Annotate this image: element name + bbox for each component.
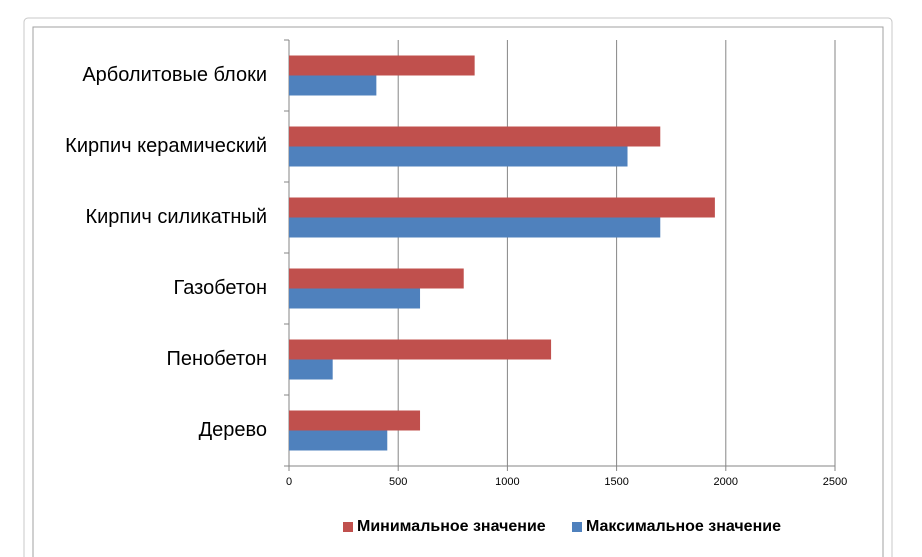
bar [289,217,661,238]
frame-outer [23,17,893,557]
frame-inner [32,26,884,557]
y-tick-label: Кирпич керамический [65,135,267,157]
bar [289,75,377,96]
bar [289,126,661,147]
bar [289,339,552,360]
x-tick-label: 0 [286,476,292,488]
y-tick-label: Арболитовые блоки [82,64,267,86]
x-tick-label: 2000 [714,476,738,488]
legend-label: Минимальное значение [357,518,546,535]
bar [289,359,333,380]
x-tick-label: 500 [389,476,407,488]
y-tick-label: Дерево [199,419,267,441]
x-tick-label: 2500 [823,476,847,488]
bar [289,288,421,309]
bar [289,268,464,289]
bar [289,430,388,451]
y-tick-label: Кирпич силикатный [85,206,267,228]
legend-label: Максимальное значение [586,518,781,535]
legend-swatch [572,522,582,532]
bar [289,146,628,167]
y-tick-label: Газобетон [174,277,267,299]
bar [289,197,715,218]
y-tick-label: Пенобетон [167,348,267,370]
bar [289,410,421,431]
legend-swatch [343,522,353,532]
bar [289,55,475,76]
x-tick-label: 1000 [495,476,519,488]
x-tick-label: 1500 [604,476,628,488]
